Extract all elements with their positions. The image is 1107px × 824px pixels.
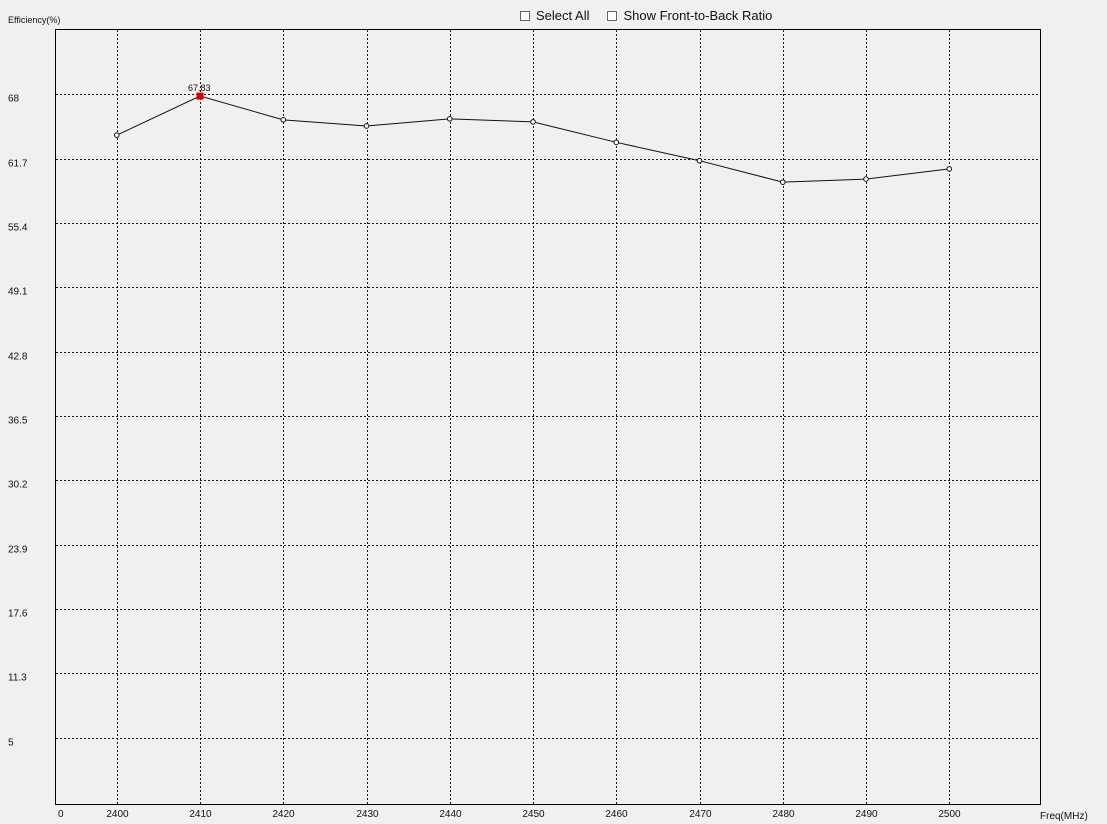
efficiency-data-point[interactable]	[446, 116, 453, 122]
x-tick-label: 2410	[189, 809, 212, 820]
x-tick-label: 2480	[772, 809, 795, 820]
x-tick-label: 2430	[356, 809, 379, 820]
efficiency-data-point[interactable]	[863, 176, 869, 182]
efficiency-data-point[interactable]	[363, 123, 370, 129]
y-tick-label: 11.3	[8, 673, 27, 684]
efficiency-data-point[interactable]	[946, 166, 953, 172]
x-tick-label: 2500	[938, 809, 961, 820]
x-tick-label: 2420	[272, 809, 295, 820]
select-all-checkbox-box[interactable]	[520, 10, 530, 21]
y-tick-label: 17.6	[8, 609, 28, 620]
highlight-data-point[interactable]	[196, 92, 204, 100]
tick-labels: 2400 2410 2420 2430 2440 2450 2460 2470 2480 2490…	[8, 94, 961, 821]
x-tick-label: 2440	[439, 809, 462, 820]
y-tick-label: 42.8	[8, 352, 28, 363]
x-axis-title: Freq(MHz)	[1040, 811, 1088, 822]
x-tick-label: 2400	[106, 809, 129, 820]
y-tick-label: 49.1	[8, 287, 28, 298]
plot-area: 2400 2410 2420 2430 2440 2450 2460 2470 2480 2490…	[8, 29, 1041, 821]
front-to-back-ratio-checkbox-box[interactable]	[607, 10, 618, 21]
data-points	[113, 92, 953, 185]
x-tick-label: 2490	[855, 809, 878, 820]
efficiency-data-point[interactable]	[613, 139, 620, 146]
efficiency-data-point[interactable]	[530, 119, 536, 125]
chart-options: Select All Show Front-to-Back Ratio	[520, 8, 772, 23]
select-all-checkbox[interactable]: Select All	[520, 8, 589, 23]
front-to-back-ratio-checkbox[interactable]: Show Front-to-Back Ratio	[607, 8, 772, 23]
y-tick-label: 61.7	[8, 159, 28, 170]
front-to-back-ratio-label: Show Front-to-Back Ratio	[623, 8, 773, 23]
x-tick-label: 2450	[522, 809, 545, 820]
efficiency-data-point[interactable]	[113, 132, 120, 138]
highlight-data-label: 67.83	[188, 83, 211, 93]
y-axis-title: Efficiency(%)	[8, 15, 60, 25]
y-tick-label: 36.5	[8, 416, 28, 427]
efficiency-data-point[interactable]	[280, 117, 287, 123]
grid-lines	[56, 30, 1040, 804]
y-tick-label: 23.9	[8, 545, 28, 556]
x-tick-label: 2460	[605, 809, 628, 820]
y-tick-label: 68	[8, 94, 20, 105]
y-tick-label: 30.2	[8, 480, 28, 491]
y-tick-label: 55.4	[8, 223, 28, 234]
y-tick-label: 5	[8, 738, 14, 749]
efficiency-data-point[interactable]	[779, 179, 786, 185]
efficiency-data-point[interactable]	[696, 157, 703, 164]
x-origin-label: 0	[58, 809, 64, 820]
x-tick-label: 2470	[689, 809, 712, 820]
select-all-label: Select All	[536, 8, 590, 23]
